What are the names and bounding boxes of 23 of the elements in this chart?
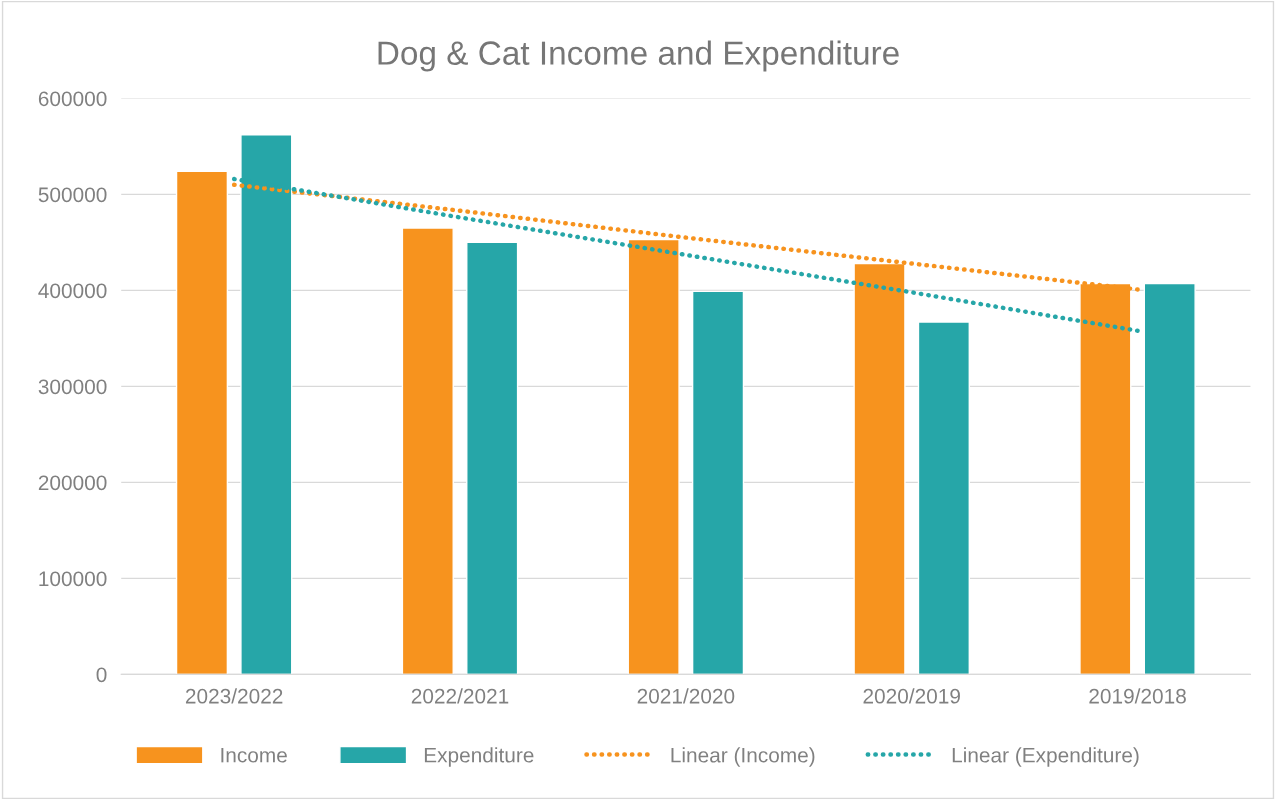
x-tick-label: 2023/2022 <box>185 688 283 704</box>
x-tick-label: 2022/2021 <box>411 688 509 704</box>
bar <box>1143 282 1196 675</box>
bar <box>691 290 745 675</box>
y-tick-label: 100000 <box>39 571 107 587</box>
bar <box>466 241 519 675</box>
y-tick-label: 500000 <box>38 187 107 203</box>
y-tick-label: 400000 <box>38 283 107 299</box>
bar <box>401 227 454 675</box>
x-tick-label: 2020/2019 <box>863 688 960 704</box>
x-tick-label: 2019/2018 <box>1089 688 1186 704</box>
chart-title: Dog & Cat Income and Expenditure <box>378 40 899 72</box>
y-tick-label: 300000 <box>38 379 107 395</box>
legend-label: Income <box>221 748 287 763</box>
legend-label: Expenditure <box>424 747 534 767</box>
legend-label: Linear (Expenditure) <box>952 747 1139 767</box>
y-tick-label: 600000 <box>38 91 107 107</box>
bar <box>175 170 229 675</box>
y-tick-label: 0 <box>96 667 107 683</box>
legend-label: Linear (Income) <box>671 747 815 767</box>
y-tick-label: 200000 <box>38 475 107 491</box>
bar <box>917 321 970 675</box>
x-tick-label: 2021/2020 <box>637 688 735 704</box>
